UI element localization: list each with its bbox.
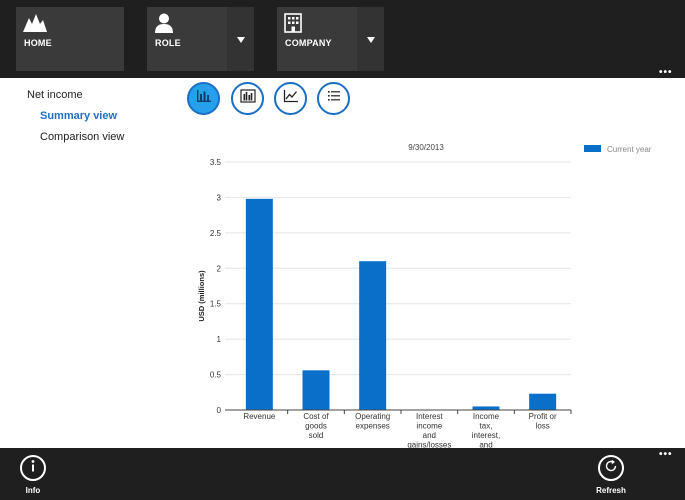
y-tick-label: 2 bbox=[217, 264, 222, 273]
line-chart-view-button[interactable] bbox=[274, 82, 307, 115]
role-dropdown-button[interactable] bbox=[227, 7, 254, 71]
bottom-more-button[interactable]: ••• bbox=[659, 449, 673, 460]
chart-legend: Current year bbox=[584, 145, 652, 154]
nav-item-net-income[interactable]: Net income bbox=[27, 89, 83, 101]
bottom-app-bar: Info Refresh ••• bbox=[0, 448, 685, 500]
chart-x-categories: Revenue Cost of goods sold Operating expenses… bbox=[243, 410, 572, 450]
line-chart-icon bbox=[283, 89, 299, 108]
y-tick-label: 1.5 bbox=[210, 300, 222, 309]
legend-series-label: Current year bbox=[607, 145, 652, 154]
chart-bar bbox=[472, 406, 500, 410]
top-more-button[interactable]: ••• bbox=[659, 67, 673, 78]
company-dropdown-button[interactable] bbox=[357, 7, 384, 71]
info-button[interactable] bbox=[20, 455, 46, 481]
legend-swatch bbox=[584, 145, 601, 152]
y-tick-label: 1 bbox=[217, 335, 222, 344]
building-icon bbox=[283, 12, 305, 39]
home-label: HOME bbox=[24, 38, 52, 48]
top-app-bar: HOME ROLE bbox=[0, 0, 685, 78]
info-label: Info bbox=[25, 486, 41, 495]
role-label: ROLE bbox=[155, 38, 181, 48]
chart-bar bbox=[302, 370, 330, 410]
person-icon bbox=[153, 12, 175, 39]
chart-bar bbox=[359, 261, 387, 410]
info-icon bbox=[28, 459, 38, 478]
refresh-label: Refresh bbox=[596, 486, 626, 495]
bar-chart-view-button[interactable] bbox=[187, 82, 220, 115]
net-income-bar-chart: 0 0.5 1 1.5 2 2.5 3 3.5 Revenue Cost of goods sold… bbox=[197, 143, 652, 450]
dynamics-logo-icon bbox=[22, 12, 48, 39]
chevron-down-icon bbox=[367, 37, 375, 43]
chart-bars bbox=[245, 198, 557, 410]
x-category-label: Income tax, interest, and bbox=[472, 412, 500, 450]
y-tick-label: 0 bbox=[217, 406, 222, 415]
y-tick-label: 0.5 bbox=[210, 371, 222, 380]
x-category-label: Profit or loss bbox=[529, 412, 557, 431]
y-tick-label: 3.5 bbox=[210, 158, 222, 167]
grouped-bar-chart-view-button[interactable] bbox=[231, 82, 264, 115]
x-category-label: Revenue bbox=[243, 412, 276, 421]
grouped-bar-chart-icon bbox=[239, 89, 256, 108]
chart-bar bbox=[245, 198, 273, 410]
y-tick-label: 3 bbox=[217, 193, 222, 202]
refresh-button[interactable] bbox=[598, 455, 624, 481]
home-tile[interactable]: HOME bbox=[16, 7, 124, 71]
list-icon bbox=[326, 89, 342, 108]
company-label: COMPANY bbox=[285, 38, 332, 48]
chart-title: 9/30/2013 bbox=[408, 143, 444, 152]
chart-gridlines bbox=[225, 161, 571, 376]
company-tile[interactable]: COMPANY bbox=[277, 7, 357, 71]
y-tick-label: 2.5 bbox=[210, 229, 222, 238]
chevron-down-icon bbox=[237, 37, 245, 43]
nav-item-comparison-view[interactable]: Comparison view bbox=[40, 131, 125, 143]
x-category-label: Cost of goods sold bbox=[303, 412, 329, 440]
x-category-label: Operating expenses bbox=[355, 412, 390, 431]
list-view-button[interactable] bbox=[317, 82, 350, 115]
chart-bar bbox=[529, 393, 557, 410]
nav-item-summary-view[interactable]: Summary view bbox=[40, 110, 118, 122]
x-category-label: Interest income and gains/losses bbox=[407, 412, 451, 450]
chart-y-axis-label: USD (millions) bbox=[197, 270, 206, 322]
refresh-icon bbox=[604, 459, 618, 478]
chart-y-ticks: 0 0.5 1 1.5 2 2.5 3 3.5 bbox=[210, 158, 222, 415]
bar-chart-icon bbox=[196, 89, 212, 108]
role-tile[interactable]: ROLE bbox=[147, 7, 227, 71]
